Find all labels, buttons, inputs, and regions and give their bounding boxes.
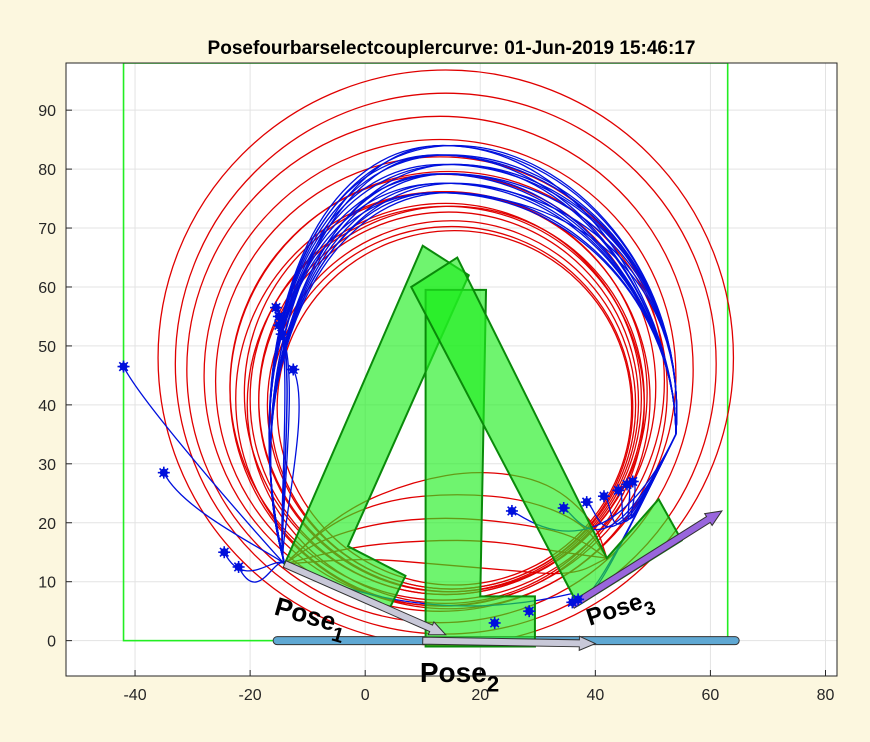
- marker-stroke: [558, 503, 569, 513]
- precision-point-marker: [218, 546, 231, 559]
- axes-frame: [65, 62, 838, 677]
- y-tick-label: 90: [38, 103, 56, 120]
- marker-stroke: [159, 467, 169, 478]
- y-tick-label: 20: [38, 516, 56, 533]
- marker-stroke: [288, 364, 299, 375]
- x-tick-label: 0: [361, 687, 370, 704]
- precision-point-marker: [612, 484, 625, 497]
- pose-arrow: [422, 635, 597, 652]
- marker-stroke: [274, 311, 284, 322]
- coupler-curve-blue: [269, 182, 677, 565]
- marker-stroke: [233, 562, 244, 572]
- x-tick-label: 40: [586, 687, 604, 704]
- coupler-curve-blue: [269, 173, 677, 565]
- precision-point-marker: [275, 328, 288, 341]
- precision-point-marker: [272, 319, 285, 332]
- x-tick-label: -20: [239, 687, 262, 704]
- marker-stroke: [219, 547, 230, 558]
- x-tick-label: 60: [702, 687, 720, 704]
- marker-stroke: [613, 485, 624, 496]
- precision-point-marker: [270, 301, 283, 314]
- precision-point-marker: [488, 616, 501, 629]
- marker-stroke: [567, 597, 578, 608]
- coupler-curve-blue: [223, 173, 677, 572]
- precision-point-marker: [523, 605, 536, 618]
- precision-point-marker: [566, 596, 579, 609]
- pose-label-subscript: 2: [487, 672, 499, 697]
- y-tick-label: 10: [38, 575, 56, 592]
- marker-stroke: [276, 329, 287, 339]
- coupler-curve-blue: [269, 192, 677, 565]
- coupler-curve-blue: [163, 182, 677, 567]
- marker-stroke: [274, 320, 284, 331]
- y-tick-label: 30: [38, 457, 56, 474]
- precision-point-marker: [597, 490, 610, 503]
- x-tick-label: 80: [817, 687, 835, 704]
- precision-point-marker: [232, 560, 245, 573]
- marker-stroke: [524, 606, 534, 616]
- marker-stroke: [118, 361, 129, 372]
- y-tick-label: 0: [47, 634, 56, 651]
- y-tick-label: 50: [38, 339, 56, 356]
- chart-title: Posefourbarselectcouplercurve: 01-Jun-20…: [208, 38, 696, 59]
- precision-point-marker: [287, 363, 300, 376]
- precision-point-marker: [117, 360, 130, 373]
- pose-arrow: [282, 560, 447, 636]
- marker-stroke: [507, 506, 517, 516]
- y-tick-label: 60: [38, 280, 56, 297]
- y-tick-label: 40: [38, 398, 56, 415]
- y-tick-label: 70: [38, 221, 56, 238]
- marker-stroke: [627, 476, 638, 487]
- plot-data: [117, 63, 740, 652]
- marker-stroke: [581, 497, 592, 507]
- precision-point-marker: [272, 310, 285, 323]
- x-tick-label: -40: [123, 687, 146, 704]
- x-tick-label: 20: [471, 687, 489, 704]
- marker-stroke: [599, 491, 609, 502]
- coupler-curve-blue: [268, 163, 678, 565]
- marker-stroke: [271, 302, 281, 313]
- axis-ticks: -40 -20 0 20 40 60 80 0 10 20 30 40 50 60 70 80 90: [38, 103, 834, 704]
- precision-point-marker: [626, 475, 639, 488]
- coupler-curve-blue: [268, 154, 678, 565]
- precision-point-marker: [580, 496, 593, 509]
- pose-arrow: [569, 510, 723, 609]
- precision-point-marker: [157, 466, 170, 479]
- coupler-curve-blue: [268, 163, 678, 565]
- precision-point-marker: [557, 502, 570, 515]
- precision-point-marker: [505, 504, 518, 517]
- y-tick-label: 80: [38, 162, 56, 179]
- marker-stroke: [489, 618, 500, 628]
